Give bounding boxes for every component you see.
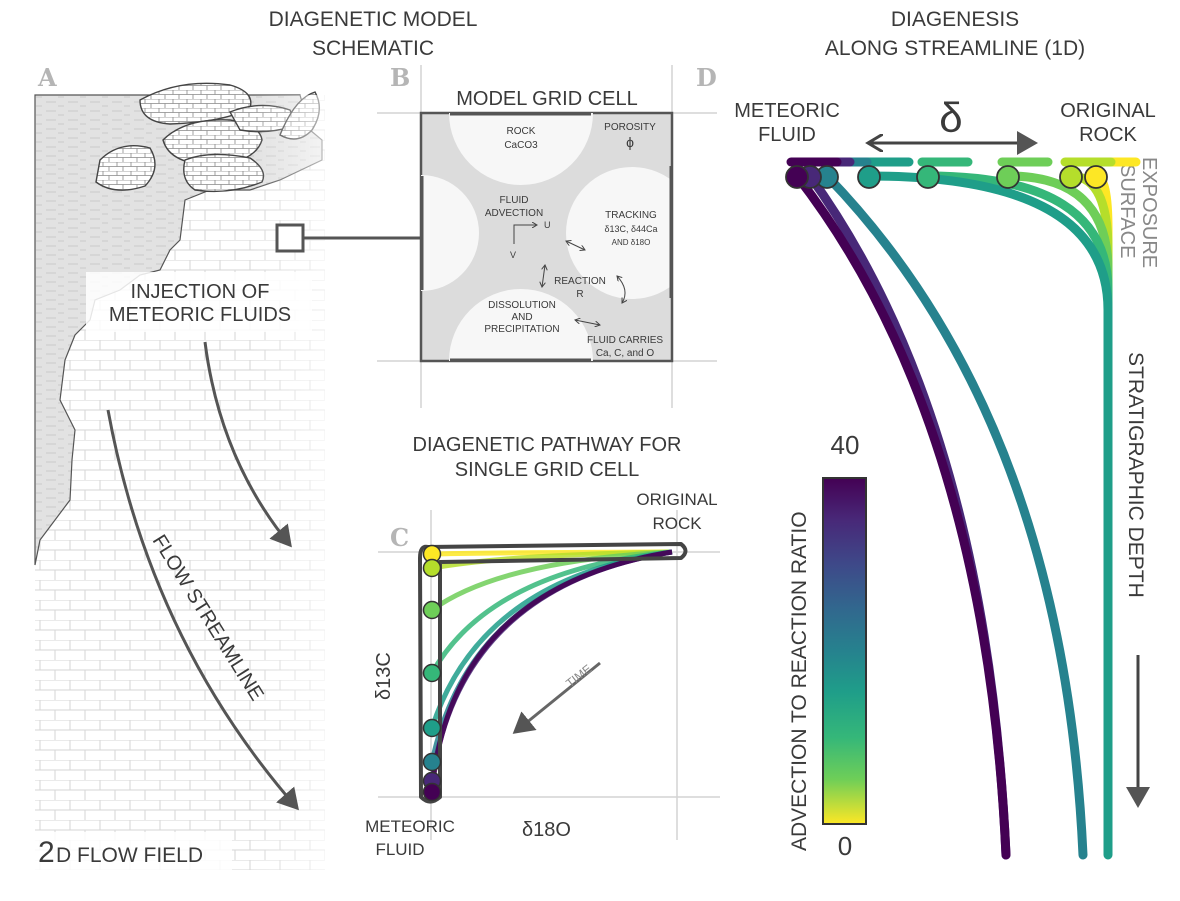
pathway-point	[422, 558, 442, 578]
reaction-symbol: R	[576, 289, 583, 300]
colorbar-min: 0	[838, 831, 852, 861]
pathway-dots	[422, 544, 442, 802]
double-arrow-icon	[617, 276, 625, 303]
velocity-v: V	[510, 250, 516, 260]
pathway-point	[422, 752, 442, 772]
time-label: TIME	[563, 662, 594, 691]
flow-streamline-arrow	[106, 409, 299, 811]
streamline-point	[1084, 165, 1108, 189]
panel-d-letter: D	[696, 63, 717, 92]
original-rock-label-line2: ROCK	[1079, 124, 1137, 146]
double-arrow-icon	[575, 320, 600, 325]
flow-field-label: D FLOW FIELD	[56, 844, 203, 867]
d13c-axis-label: δ13C	[373, 652, 395, 700]
original-rock-label-line1: ORIGINAL	[1060, 100, 1156, 122]
meteoric-label-line1: METEORIC	[365, 817, 455, 836]
original-rock-label-line1: ORIGINAL	[636, 490, 717, 509]
streamline-point	[996, 165, 1020, 189]
pathway-point	[422, 718, 442, 738]
dissolution-label-line1: DISSOLUTION	[488, 300, 556, 311]
stratigraphic-depth-label: STRATIGRAPHIC DEPTH	[1124, 352, 1147, 598]
tracking-label-line3: AND δ18O	[612, 238, 651, 247]
panel-d: D METEORIC FLUID ORIGINAL ROCK δ EXPOSUR…	[696, 63, 1160, 861]
panel-b-letter: B	[390, 63, 410, 92]
original-rock-label-line2: ROCK	[652, 514, 702, 533]
pathway-title-line2: SINGLE GRID CELL	[455, 459, 640, 481]
dissolution-label-line3: PRECIPITATION	[484, 324, 559, 335]
advection-label-line1: FLUID	[500, 195, 529, 206]
velocity-u: U	[544, 220, 551, 230]
rock-formula: CaCO3	[504, 140, 538, 151]
pathway-point	[422, 600, 442, 620]
left-title-line1: DIAGENETIC MODEL	[269, 8, 478, 31]
double-arrow-icon	[566, 241, 585, 250]
pathway-point	[422, 663, 442, 683]
injection-label-line2: METEORIC FLUIDS	[109, 304, 291, 326]
streamline-dots	[785, 165, 1108, 189]
panel-c: DIAGENETIC PATHWAY FOR SINGLE GRID CELL …	[365, 434, 720, 859]
advection-label-line2: ADVECTION	[485, 208, 543, 219]
rock-label: ROCK	[507, 126, 536, 137]
streamline-point	[1059, 165, 1083, 189]
panel-a-letter: A	[37, 63, 57, 92]
tracking-label-line2: δ13C, δ44Ca	[604, 224, 657, 234]
porosity-symbol: ϕ	[626, 134, 634, 150]
pathway-curve	[430, 549, 673, 613]
carries-label-line2: Ca, C, and O	[596, 348, 655, 359]
colorbar-label: ADVECTION TO REACTION RATIO	[788, 511, 811, 851]
injection-label-line1: INJECTION OF	[131, 281, 270, 303]
double-arrow-icon	[542, 265, 545, 287]
grid-cell-title: MODEL GRID CELL	[456, 88, 638, 110]
grain-shapes	[421, 113, 672, 361]
d18o-axis-label: δ18O	[522, 819, 571, 841]
streamline-point	[785, 165, 809, 189]
right-title-line2: ALONG STREAMLINE (1D)	[825, 37, 1085, 60]
dissolution-label-line2: AND	[511, 312, 532, 323]
pathway-curves	[429, 549, 673, 793]
exposure-label-line1: EXPOSURE	[1138, 157, 1160, 268]
right-title-line1: DIAGENESIS	[891, 8, 1019, 31]
pathway-title-line1: DIAGENETIC PATHWAY FOR	[413, 434, 682, 456]
carries-label-line1: FLUID CARRIES	[587, 335, 663, 346]
injection-arrow	[203, 341, 292, 548]
pathway-point	[422, 782, 442, 802]
tracking-label-line1: TRACKING	[605, 210, 657, 221]
streamline-curve	[822, 171, 1088, 860]
time-arrow	[512, 661, 601, 734]
panel-b: MODEL GRID CELL B ROCK CaCO3 POROSITY ϕ …	[377, 63, 717, 408]
meteoric-label-line2: FLUID	[375, 840, 424, 859]
advection-axes-icon	[513, 225, 537, 244]
colorbar-max: 40	[831, 430, 860, 460]
meteoric-fluid-label-line1: METEORIC	[734, 100, 840, 122]
left-title-line2: SCHEMATIC	[312, 37, 434, 60]
panel-c-letter: C	[390, 523, 409, 552]
grid-cell-marker	[275, 223, 305, 253]
meteoric-fluid-label-line2: FLUID	[758, 124, 816, 146]
streamline-curve	[792, 171, 1011, 860]
colorbar	[822, 477, 867, 825]
streamline-point	[857, 165, 881, 189]
panel-a: INJECTION OF METEORIC FLUIDS FLOW STREAM…	[32, 63, 420, 870]
exposure-label-line2: SURFACE	[1116, 164, 1138, 258]
streamline-point	[916, 165, 940, 189]
porosity-label: POROSITY	[604, 122, 656, 133]
flow-field-number: 2	[38, 836, 55, 869]
reaction-label: REACTION	[554, 276, 606, 287]
delta-symbol: δ	[939, 94, 962, 141]
